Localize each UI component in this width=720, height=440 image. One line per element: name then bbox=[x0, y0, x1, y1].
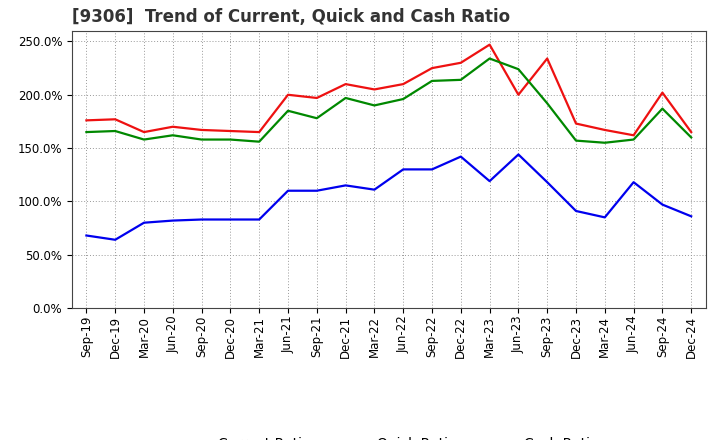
Cash Ratio bbox=[370, 187, 379, 192]
Quick Ratio bbox=[341, 95, 350, 101]
Quick Ratio bbox=[255, 139, 264, 144]
Quick Ratio bbox=[428, 78, 436, 84]
Current Ratio bbox=[341, 81, 350, 87]
Current Ratio bbox=[140, 129, 148, 135]
Quick Ratio bbox=[600, 140, 609, 145]
Current Ratio bbox=[312, 95, 321, 101]
Current Ratio bbox=[600, 127, 609, 132]
Quick Ratio bbox=[687, 135, 696, 140]
Current Ratio bbox=[226, 128, 235, 134]
Cash Ratio bbox=[514, 152, 523, 157]
Cash Ratio bbox=[658, 202, 667, 207]
Quick Ratio bbox=[312, 116, 321, 121]
Cash Ratio bbox=[111, 237, 120, 242]
Cash Ratio bbox=[255, 217, 264, 222]
Quick Ratio bbox=[197, 137, 206, 142]
Cash Ratio bbox=[428, 167, 436, 172]
Quick Ratio bbox=[111, 128, 120, 134]
Current Ratio bbox=[370, 87, 379, 92]
Current Ratio bbox=[687, 129, 696, 135]
Cash Ratio bbox=[284, 188, 292, 193]
Cash Ratio bbox=[168, 218, 177, 223]
Current Ratio bbox=[284, 92, 292, 97]
Cash Ratio bbox=[226, 217, 235, 222]
Quick Ratio bbox=[456, 77, 465, 82]
Cash Ratio bbox=[341, 183, 350, 188]
Quick Ratio bbox=[284, 108, 292, 114]
Quick Ratio bbox=[399, 96, 408, 102]
Cash Ratio bbox=[82, 233, 91, 238]
Quick Ratio bbox=[514, 66, 523, 72]
Cash Ratio bbox=[197, 217, 206, 222]
Current Ratio bbox=[543, 56, 552, 61]
Current Ratio bbox=[197, 127, 206, 132]
Cash Ratio bbox=[140, 220, 148, 225]
Current Ratio bbox=[399, 81, 408, 87]
Cash Ratio bbox=[687, 214, 696, 219]
Current Ratio bbox=[255, 129, 264, 135]
Quick Ratio bbox=[370, 103, 379, 108]
Quick Ratio bbox=[168, 132, 177, 138]
Current Ratio bbox=[658, 90, 667, 95]
Cash Ratio bbox=[399, 167, 408, 172]
Current Ratio bbox=[82, 118, 91, 123]
Line: Cash Ratio: Cash Ratio bbox=[86, 154, 691, 240]
Cash Ratio bbox=[456, 154, 465, 159]
Current Ratio bbox=[428, 66, 436, 71]
Quick Ratio bbox=[543, 101, 552, 106]
Current Ratio bbox=[514, 92, 523, 97]
Current Ratio bbox=[168, 124, 177, 129]
Line: Current Ratio: Current Ratio bbox=[86, 44, 691, 135]
Quick Ratio bbox=[658, 106, 667, 111]
Line: Quick Ratio: Quick Ratio bbox=[86, 59, 691, 143]
Current Ratio bbox=[629, 132, 638, 138]
Current Ratio bbox=[485, 42, 494, 47]
Cash Ratio bbox=[572, 208, 580, 213]
Quick Ratio bbox=[226, 137, 235, 142]
Quick Ratio bbox=[140, 137, 148, 142]
Quick Ratio bbox=[572, 138, 580, 143]
Cash Ratio bbox=[629, 180, 638, 185]
Quick Ratio bbox=[629, 137, 638, 142]
Current Ratio bbox=[456, 60, 465, 66]
Current Ratio bbox=[572, 121, 580, 126]
Cash Ratio bbox=[312, 188, 321, 193]
Legend: Current Ratio, Quick Ratio, Cash Ratio: Current Ratio, Quick Ratio, Cash Ratio bbox=[174, 431, 603, 440]
Current Ratio bbox=[111, 117, 120, 122]
Cash Ratio bbox=[600, 215, 609, 220]
Cash Ratio bbox=[485, 179, 494, 184]
Text: [9306]  Trend of Current, Quick and Cash Ratio: [9306] Trend of Current, Quick and Cash … bbox=[72, 8, 510, 26]
Quick Ratio bbox=[485, 56, 494, 61]
Quick Ratio bbox=[82, 129, 91, 135]
Cash Ratio bbox=[543, 180, 552, 185]
